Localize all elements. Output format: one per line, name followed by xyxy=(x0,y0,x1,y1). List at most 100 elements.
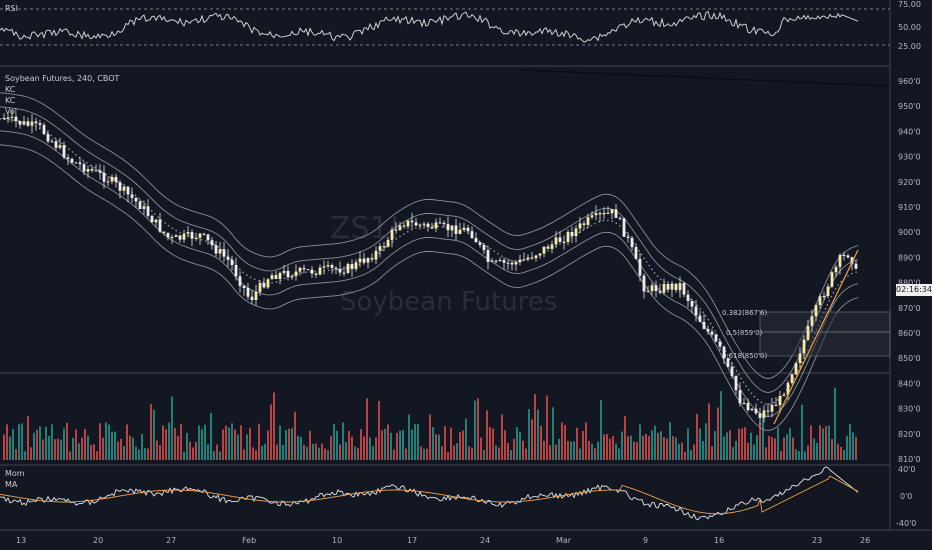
candle-body xyxy=(850,257,854,264)
price-axis[interactable]: 960'0 950'0 940'0 930'0 920'0 910'0 900'0 890'0… xyxy=(898,77,921,464)
keltner-band-line xyxy=(0,130,859,417)
volume-bar xyxy=(681,442,683,460)
volume-bar xyxy=(228,427,230,460)
candle-body xyxy=(62,145,66,158)
candle-body xyxy=(22,121,26,125)
volume-bar xyxy=(540,425,542,460)
volume-bar xyxy=(57,438,59,460)
volume-bar xyxy=(153,409,155,460)
volume-bar xyxy=(561,422,563,460)
candle-body xyxy=(418,224,422,226)
volume-bar xyxy=(516,427,518,460)
volume-bar xyxy=(474,400,476,460)
candle-body xyxy=(730,366,734,376)
volume-bar xyxy=(615,443,617,460)
candle-body xyxy=(546,246,550,249)
volume-bar xyxy=(111,431,113,460)
volume-bar xyxy=(387,424,389,460)
time-label: 23 xyxy=(812,536,822,545)
volume-bar xyxy=(507,443,509,460)
volume-bar xyxy=(273,392,275,460)
volume-bar xyxy=(579,448,581,460)
volume-bar xyxy=(300,437,302,460)
volume-bar xyxy=(63,428,65,460)
volume-bar xyxy=(114,431,116,460)
volume-bar xyxy=(390,432,392,460)
volume-bar xyxy=(336,430,338,460)
price-label: 930'0 xyxy=(898,153,921,162)
candle-body xyxy=(134,197,138,202)
volume-bar xyxy=(531,419,533,460)
candle-body xyxy=(518,259,522,263)
candle-body xyxy=(350,264,354,269)
volume-bar xyxy=(741,428,743,460)
volume-bar xyxy=(204,424,206,460)
indicator-kc-1[interactable]: KC xyxy=(5,85,16,94)
candle-body xyxy=(674,283,678,290)
candle-body xyxy=(494,260,498,262)
volume-bar xyxy=(231,423,233,460)
fib-retracement[interactable]: 0.382(867'6) 0.5(859'0) 0.618(850'0) xyxy=(722,309,891,360)
candle-body xyxy=(586,217,590,225)
price-label: 860'0 xyxy=(898,329,921,338)
volume-bar xyxy=(678,443,680,460)
candle-body xyxy=(446,224,450,231)
volume-bar xyxy=(828,425,830,460)
candle-body xyxy=(262,283,266,288)
volume-bar xyxy=(426,448,428,460)
indicator-vol[interactable]: Vol xyxy=(5,107,17,116)
volume-bar xyxy=(30,447,32,460)
candle-body xyxy=(362,258,366,263)
time-label: Feb xyxy=(242,536,256,545)
volume-bar xyxy=(321,443,323,460)
candle-body xyxy=(170,237,174,238)
candle-body xyxy=(2,118,6,119)
candle-body xyxy=(406,220,410,227)
candle-body xyxy=(266,279,270,288)
candle-body xyxy=(102,172,106,182)
candle-body xyxy=(82,164,86,172)
volume-bar xyxy=(75,429,77,460)
volume-bar xyxy=(738,428,740,460)
candle-body xyxy=(110,176,114,182)
candle-body xyxy=(198,233,202,238)
candle-body xyxy=(46,134,50,142)
volume-bar xyxy=(135,446,137,460)
volume-bar xyxy=(633,441,635,460)
volume-bar xyxy=(150,404,152,460)
indicator-kc-2[interactable]: KC xyxy=(5,96,16,105)
candle-body xyxy=(386,239,390,247)
volume-bar xyxy=(159,445,161,460)
candle-body xyxy=(582,223,586,225)
volume-bar xyxy=(846,435,848,460)
candle-body xyxy=(554,237,558,245)
candle-body xyxy=(90,169,94,171)
candle-body xyxy=(666,284,670,290)
volume-bar xyxy=(171,396,173,460)
candle-body xyxy=(450,225,454,231)
time-axis[interactable]: 13 20 27 Feb 10 17 24 Mar 9 16 23 26 xyxy=(16,536,870,545)
candle-body xyxy=(550,244,554,249)
candle-body xyxy=(334,267,338,270)
trendline-up[interactable] xyxy=(773,249,859,425)
volume-bar xyxy=(498,447,500,460)
volume-bar xyxy=(327,450,329,460)
volume-bar xyxy=(363,436,365,460)
candle-body xyxy=(530,257,534,259)
volume-bar xyxy=(822,428,824,460)
keltner-channels xyxy=(0,92,859,431)
volume-bar xyxy=(543,440,545,460)
volume-bar xyxy=(582,431,584,460)
candle-body xyxy=(714,334,718,342)
volume-bar xyxy=(639,424,641,460)
price-label: 870'0 xyxy=(898,304,921,313)
candle-body xyxy=(606,212,610,214)
rsi-series xyxy=(0,10,859,43)
volume-bar xyxy=(24,451,26,460)
volume-bar xyxy=(288,428,290,460)
momentum-line xyxy=(0,466,859,521)
candle-body xyxy=(234,265,238,277)
candle-body xyxy=(382,246,386,248)
volume-bar xyxy=(732,447,734,460)
